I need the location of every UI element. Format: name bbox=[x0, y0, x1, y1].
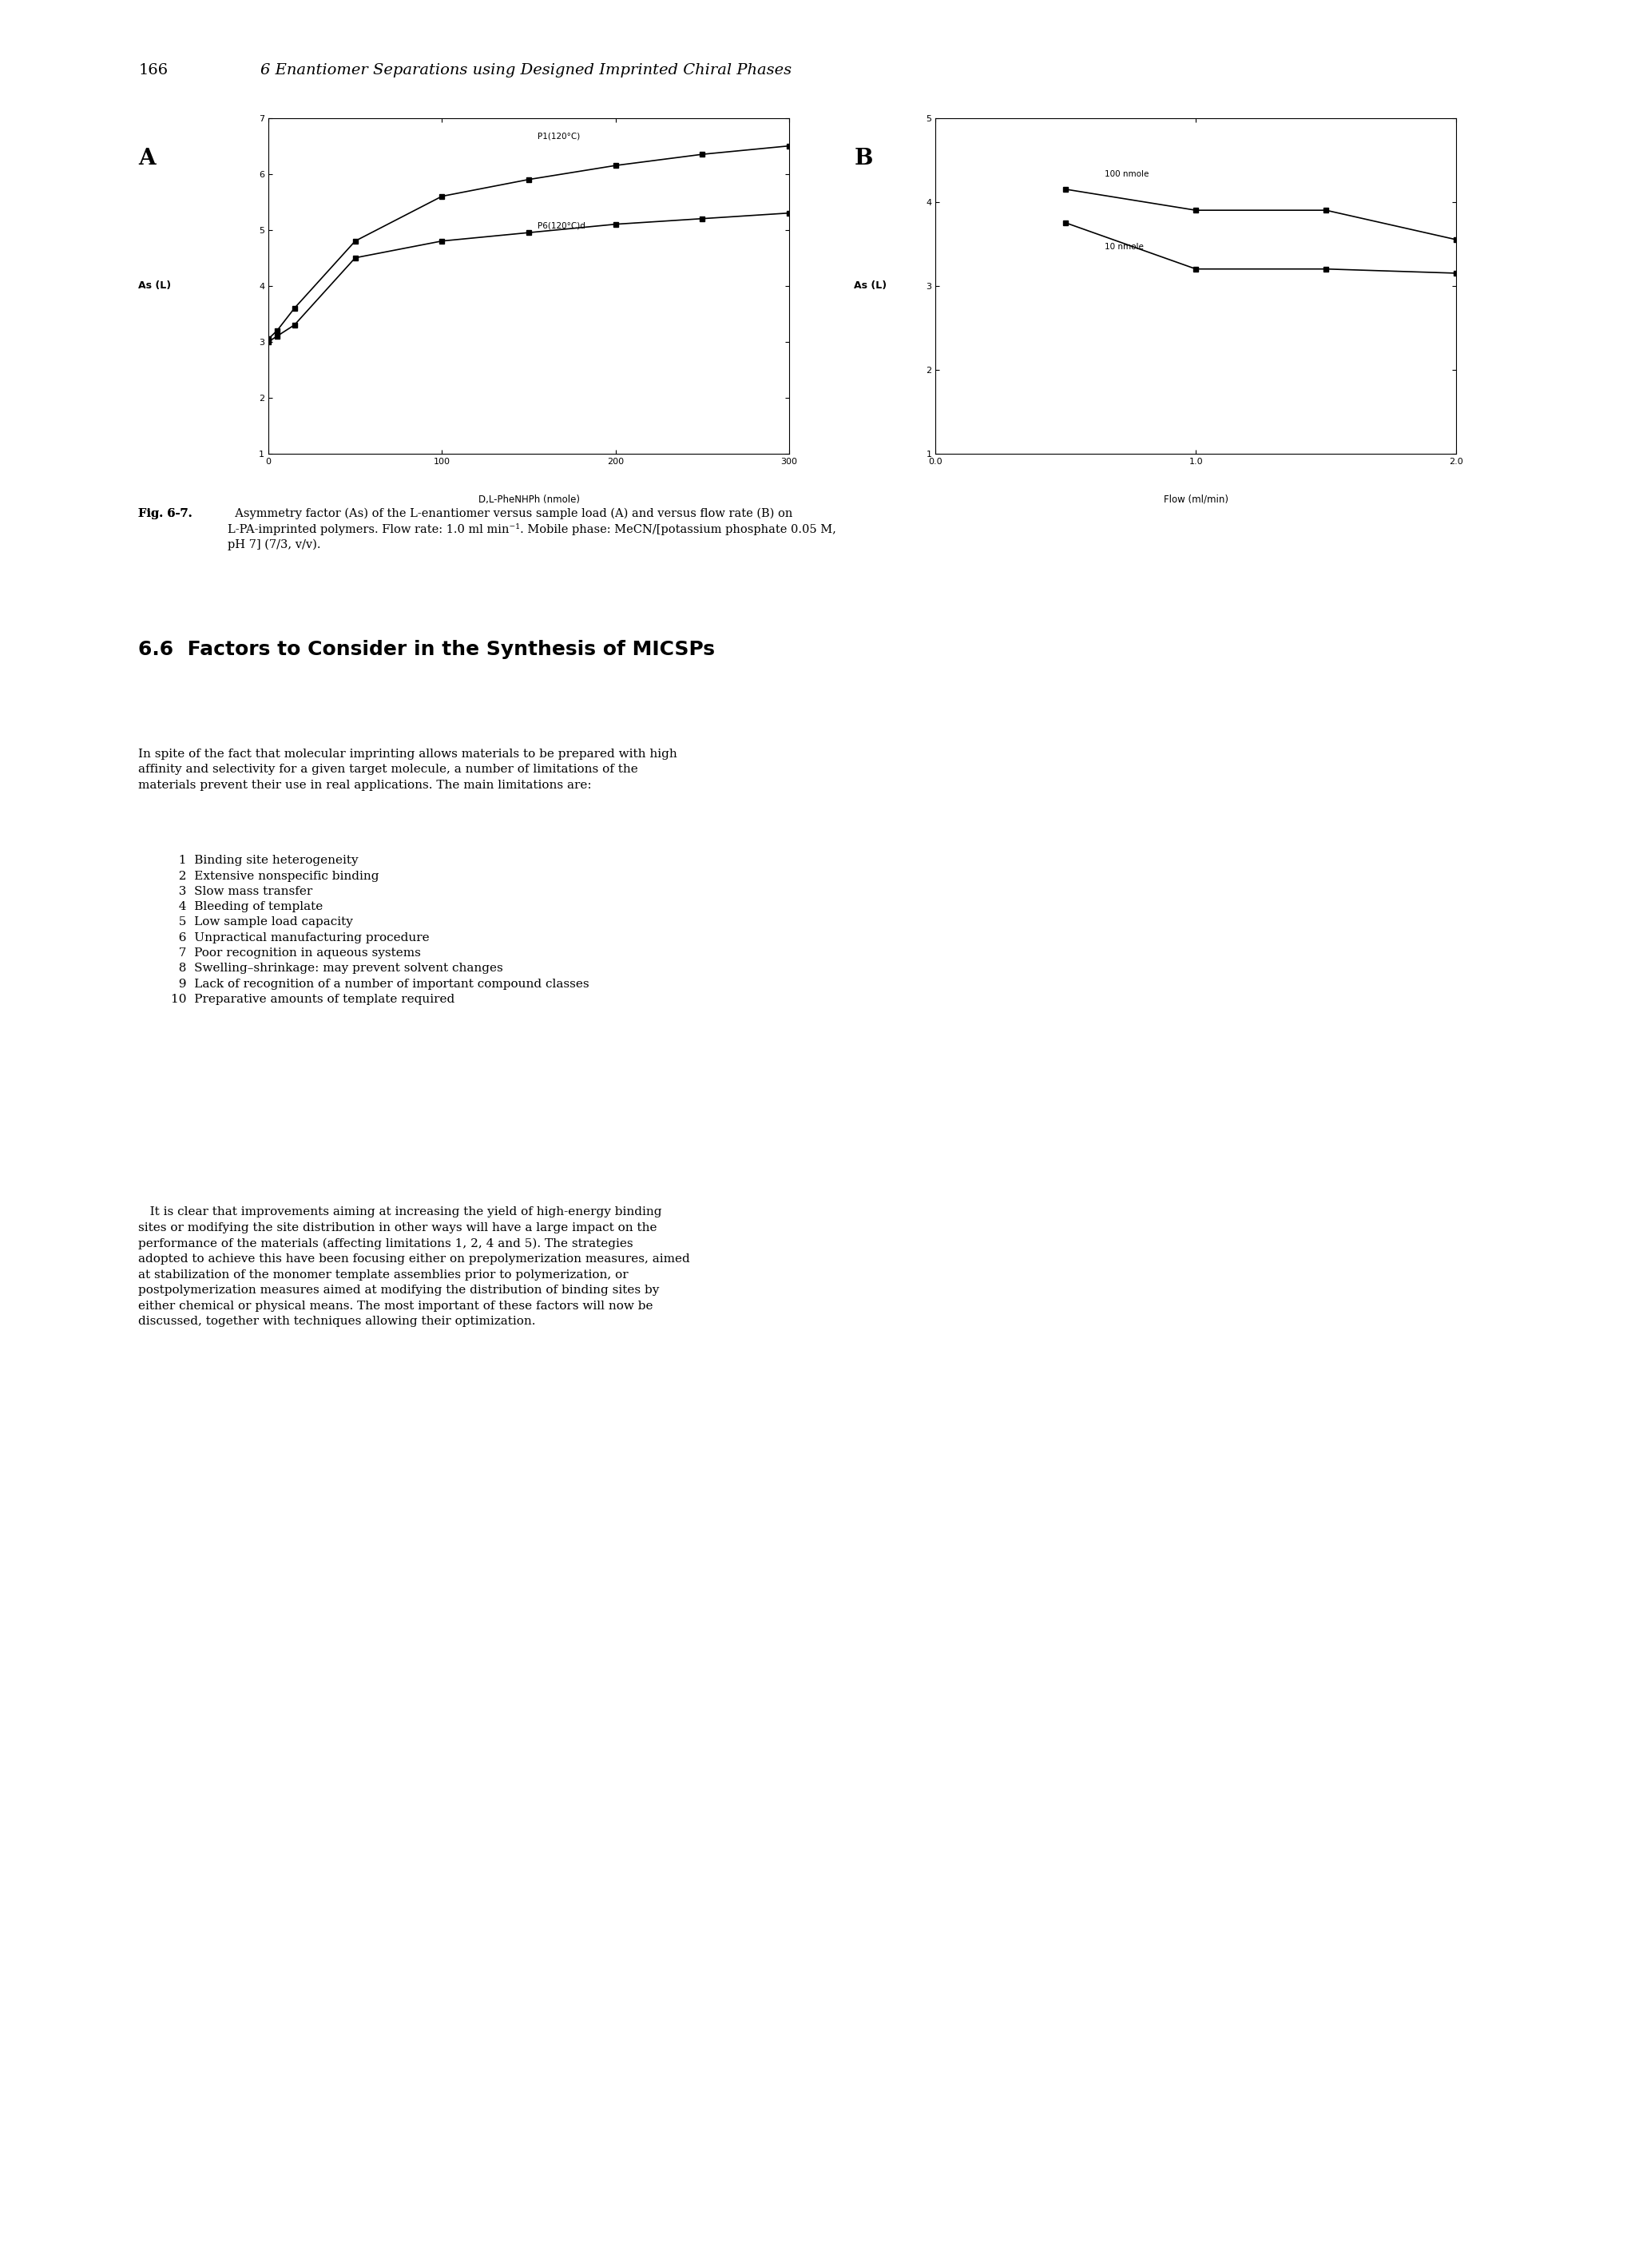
Text: In spite of the fact that molecular imprinting allows materials to be prepared w: In spite of the fact that molecular impr… bbox=[138, 748, 677, 792]
Text: Asymmetry factor (As) of the L-enantiomer versus sample load (A) and versus flow: Asymmetry factor (As) of the L-enantiome… bbox=[228, 508, 836, 551]
Text: 6 Enantiomer Separations using Designed Imprinted Chiral Phases: 6 Enantiomer Separations using Designed … bbox=[260, 64, 792, 77]
Text: P6(120°C)d: P6(120°C)d bbox=[537, 222, 586, 229]
Text: P1(120°C): P1(120°C) bbox=[537, 132, 579, 141]
Text: B: B bbox=[854, 147, 872, 170]
Text: 1  Binding site heterogeneity
  2  Extensive nonspecific binding
  3  Slow mass : 1 Binding site heterogeneity 2 Extensive… bbox=[171, 855, 589, 1005]
Text: 100 nmole: 100 nmole bbox=[1105, 170, 1149, 179]
Text: As (L): As (L) bbox=[138, 281, 171, 290]
Text: 166: 166 bbox=[138, 64, 168, 77]
Text: As (L): As (L) bbox=[854, 281, 887, 290]
Text: It is clear that improvements aiming at increasing the yield of high-energy bind: It is clear that improvements aiming at … bbox=[138, 1207, 690, 1327]
Text: D,L-PheNHPh (nmole): D,L-PheNHPh (nmole) bbox=[478, 494, 579, 506]
Text: Fig. 6-7.: Fig. 6-7. bbox=[138, 508, 192, 519]
Text: A: A bbox=[138, 147, 156, 170]
Text: Flow (ml/min): Flow (ml/min) bbox=[1163, 494, 1228, 506]
Text: 10 nmole: 10 nmole bbox=[1105, 243, 1144, 249]
Text: 6.6  Factors to Consider in the Synthesis of MICSPs: 6.6 Factors to Consider in the Synthesis… bbox=[138, 640, 714, 658]
Text: Fig. 6-7.: Fig. 6-7. bbox=[138, 508, 192, 519]
